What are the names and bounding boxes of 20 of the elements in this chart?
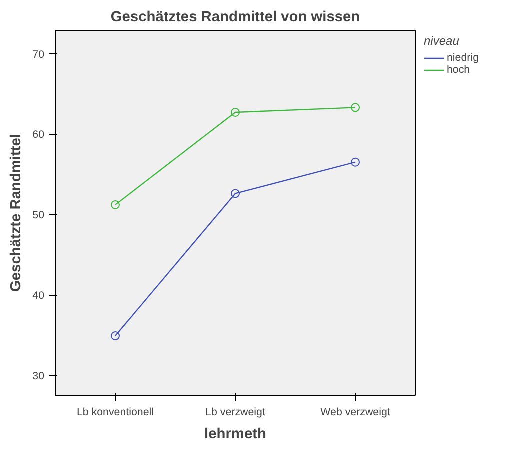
x-tick-label: Lb konventionell	[76, 406, 154, 418]
legend-label: niedrig	[447, 52, 479, 64]
chart-title: Geschätztes Randmittel von wissen	[110, 10, 360, 26]
point	[231, 189, 240, 198]
point	[231, 108, 240, 117]
point	[351, 103, 360, 112]
y-tick-label: 50	[32, 210, 45, 222]
x-axis-title: lehrmeth	[204, 426, 266, 442]
legend-title: niveau	[424, 34, 460, 48]
point	[111, 332, 120, 340]
x-tick-label: Web verzweigt	[320, 406, 390, 418]
y-tick-label: 40	[32, 290, 45, 302]
x-tick-label: Lb verzweigt	[206, 406, 266, 418]
y-tick-label: 70	[32, 48, 45, 61]
y-axis-title: Geschätzte Randmittel	[8, 134, 25, 292]
point	[111, 200, 120, 210]
legend-label: hoch	[447, 64, 470, 76]
y-tick-label: 30	[32, 370, 45, 382]
y-tick-label: 60	[32, 129, 45, 142]
point	[351, 158, 360, 167]
